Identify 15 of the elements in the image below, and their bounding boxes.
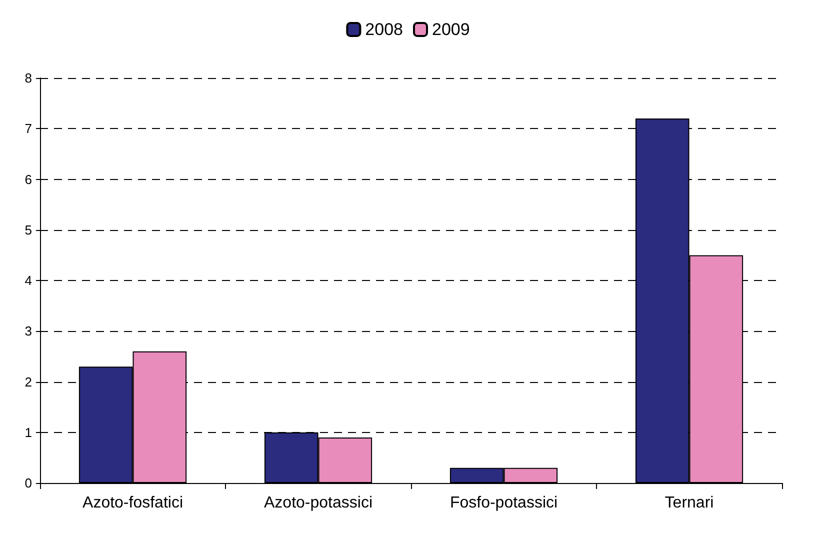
legend-label: 2009: [432, 20, 470, 39]
x-tick-label: Azoto-potassici: [264, 494, 372, 512]
y-tick-label: 4: [24, 273, 32, 288]
y-tick-label: 2: [24, 374, 32, 390]
y-tick-label: 1: [24, 424, 32, 440]
x-tick-label: Fosfo-potassici: [450, 494, 558, 512]
legend-label: 2008: [365, 20, 404, 39]
y-tick-label: 7: [24, 121, 32, 136]
y-tick-label: 5: [24, 222, 32, 238]
y-tick-label: 6: [24, 172, 32, 187]
y-tick-label: 3: [24, 324, 32, 339]
y-tick-label: 0: [24, 476, 32, 490]
x-tick-label: Azoto-fosfatici: [82, 494, 183, 512]
x-tick-label: Ternari: [664, 494, 714, 512]
y-tick-label: 8: [24, 70, 32, 86]
